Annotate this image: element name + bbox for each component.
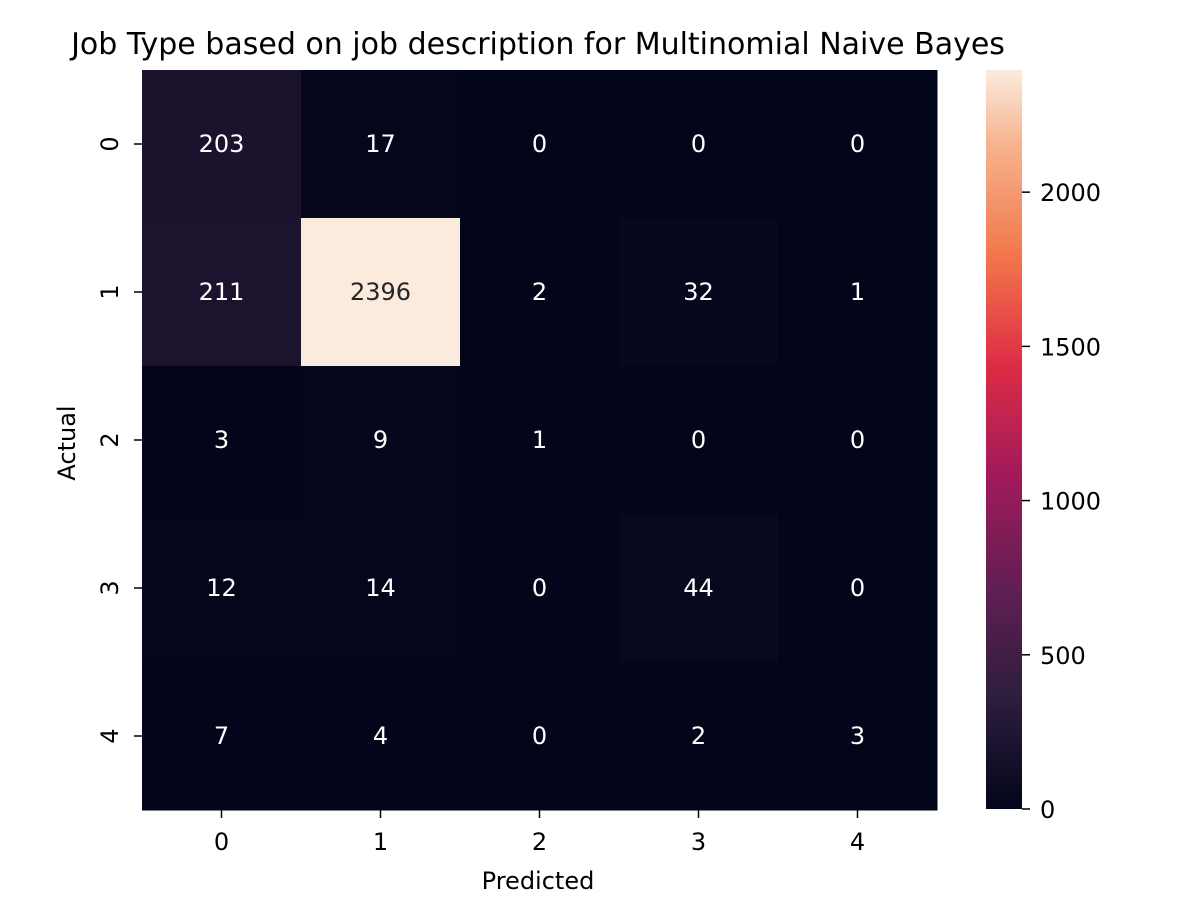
colorbar-tick-label: 0 — [1040, 796, 1055, 824]
heatmap-cell — [778, 366, 938, 515]
cell-value-label: 211 — [199, 278, 245, 306]
colorbar-tick-label: 500 — [1040, 642, 1086, 670]
x-tick-label: 3 — [691, 828, 706, 856]
y-tick-label: 1 — [96, 284, 124, 299]
heatmap-cell — [460, 662, 620, 811]
cell-value-label: 0 — [850, 426, 865, 454]
heatmap-cell — [778, 662, 938, 811]
heatmap-cell — [619, 218, 779, 367]
heatmap-cell — [142, 218, 302, 367]
colorbar-tick-label: 1000 — [1040, 488, 1101, 516]
y-axis: 0 1 2 3 4 — [96, 136, 142, 744]
cell-value-label: 2 — [532, 278, 547, 306]
heatmap-cell — [301, 366, 461, 515]
heatmap-cell — [778, 70, 938, 219]
heatmap-cells — [142, 70, 938, 811]
heatmap-cell — [301, 70, 461, 219]
heatmap-cell — [619, 70, 779, 219]
y-tick-label: 2 — [96, 432, 124, 447]
heatmap-cell — [778, 514, 938, 663]
cell-value-label: 0 — [850, 574, 865, 602]
cell-value-label: 3 — [214, 426, 229, 454]
cell-value-label: 203 — [199, 130, 245, 158]
heatmap-cell — [301, 662, 461, 811]
cell-value-label: 7 — [214, 722, 229, 750]
x-axis-label: Predicted — [482, 867, 595, 895]
heatmap-cell — [142, 70, 302, 219]
x-tick-label: 4 — [850, 828, 865, 856]
cell-value-label: 44 — [683, 574, 714, 602]
cell-value-label: 17 — [365, 130, 396, 158]
heatmap-cell — [301, 218, 461, 367]
heatmap-cell — [301, 514, 461, 663]
chart-title: Job Type based on job description for Mu… — [69, 27, 1005, 62]
cell-value-label: 0 — [532, 722, 547, 750]
heatmap-cell-labels: 203 17 0 0 0 211 2396 2 32 1 3 9 1 0 0 12 14 0 44 0 7 4 0 2 3 — [199, 130, 866, 750]
cell-value-label: 14 — [365, 574, 396, 602]
cell-value-label: 0 — [691, 130, 706, 158]
heatmap-cell — [619, 662, 779, 811]
cell-value-label: 2396 — [350, 278, 411, 306]
heatmap-cell — [460, 514, 620, 663]
heatmap-cell — [142, 662, 302, 811]
cell-value-label: 1 — [850, 278, 865, 306]
cell-value-label: 0 — [850, 130, 865, 158]
heatmap-cell — [460, 218, 620, 367]
cell-value-label: 2 — [691, 722, 706, 750]
y-tick-label: 0 — [96, 136, 124, 151]
heatmap-cell — [619, 366, 779, 515]
cell-value-label: 3 — [850, 722, 865, 750]
heatmap-cell — [778, 218, 938, 367]
colorbar — [986, 70, 1022, 809]
cell-value-label: 12 — [206, 574, 237, 602]
heatmap-cell — [460, 366, 620, 515]
cell-value-label: 9 — [373, 426, 388, 454]
x-tick-label: 2 — [532, 828, 547, 856]
heatmap-cell — [619, 514, 779, 663]
cell-value-label: 1 — [532, 426, 547, 454]
cell-value-label: 0 — [532, 130, 547, 158]
x-tick-label: 0 — [214, 828, 229, 856]
x-tick-label: 1 — [373, 828, 388, 856]
heatmap-cell — [460, 70, 620, 219]
cell-value-label: 0 — [691, 426, 706, 454]
x-axis: 0 1 2 3 4 — [214, 810, 865, 856]
heatmap-cell — [142, 514, 302, 663]
y-tick-label: 3 — [96, 580, 124, 595]
y-axis-label: Actual — [53, 405, 81, 480]
colorbar-tick-label: 2000 — [1040, 179, 1101, 207]
cell-value-label: 4 — [373, 722, 388, 750]
y-tick-label: 4 — [96, 728, 124, 743]
cell-value-label: 0 — [532, 574, 547, 602]
heatmap-cell — [142, 366, 302, 515]
colorbar-tick-label: 1500 — [1040, 333, 1101, 361]
cell-value-label: 32 — [683, 278, 714, 306]
colorbar-axis: 0 500 1000 1500 2000 — [1022, 179, 1101, 824]
